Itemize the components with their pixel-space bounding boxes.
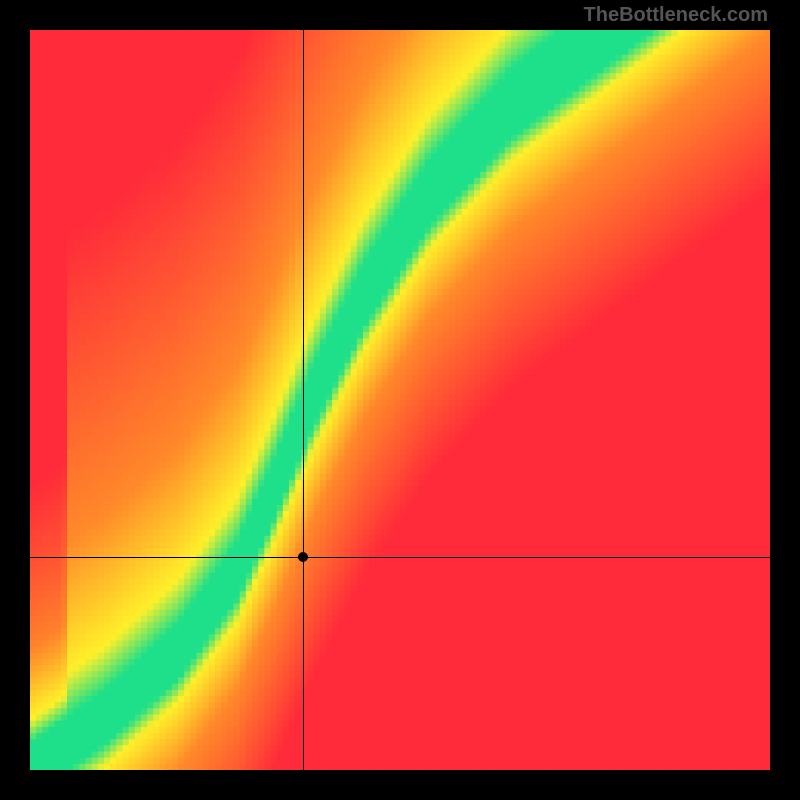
watermark-text: TheBottleneck.com	[584, 4, 768, 27]
heatmap-canvas	[30, 30, 770, 770]
crosshair-horizontal	[30, 557, 770, 558]
heatmap-plot	[30, 30, 770, 770]
marker-point	[298, 552, 308, 562]
crosshair-vertical	[303, 30, 304, 770]
